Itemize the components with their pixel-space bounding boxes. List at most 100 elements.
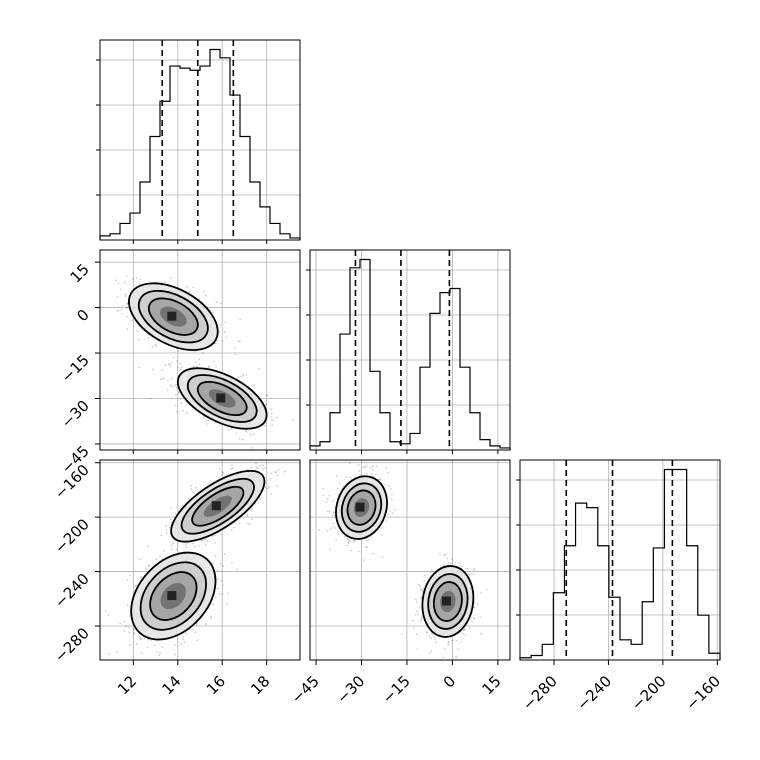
sample-point bbox=[119, 288, 122, 291]
sample-point bbox=[211, 562, 214, 565]
sample-point bbox=[219, 563, 222, 565]
sample-point bbox=[108, 653, 111, 655]
sample-point bbox=[139, 638, 142, 640]
sample-point bbox=[139, 577, 142, 579]
sample-point bbox=[123, 629, 126, 632]
sample-point bbox=[419, 587, 422, 589]
sample-point bbox=[332, 522, 335, 525]
sample-point bbox=[255, 467, 258, 469]
sample-point bbox=[174, 644, 176, 646]
sample-point bbox=[388, 485, 391, 487]
sample-point bbox=[162, 378, 165, 381]
sample-point bbox=[270, 408, 273, 410]
sample-point bbox=[417, 613, 420, 616]
sample-point bbox=[439, 553, 441, 555]
sample-point bbox=[139, 278, 141, 281]
sample-point bbox=[337, 487, 339, 490]
y-tick-label: −15 bbox=[58, 351, 93, 386]
sample-point bbox=[349, 462, 352, 465]
sample-point bbox=[232, 526, 235, 529]
panel-frame bbox=[99, 459, 301, 661]
sample-point bbox=[136, 643, 138, 646]
sample-point bbox=[220, 302, 223, 305]
sample-point bbox=[180, 366, 183, 368]
sample-point bbox=[276, 485, 278, 487]
sample-point bbox=[247, 468, 249, 471]
sample-point bbox=[140, 575, 143, 578]
sample-point bbox=[210, 615, 212, 618]
sample-point bbox=[419, 584, 421, 587]
sample-point bbox=[190, 488, 192, 490]
sample-point bbox=[292, 418, 295, 421]
sample-point bbox=[194, 350, 196, 353]
sample-point bbox=[216, 569, 219, 571]
sample-point bbox=[174, 512, 177, 515]
sample-point bbox=[332, 511, 335, 514]
sample-point bbox=[222, 472, 225, 474]
sample-point bbox=[411, 619, 414, 622]
sample-point bbox=[418, 606, 421, 608]
sample-point bbox=[389, 488, 392, 490]
sample-point bbox=[420, 616, 423, 619]
sample-point bbox=[277, 468, 280, 471]
sample-point bbox=[433, 636, 436, 638]
sample-point bbox=[210, 617, 213, 620]
sample-point bbox=[371, 469, 374, 472]
sample-point bbox=[343, 479, 346, 481]
sample-point bbox=[173, 385, 176, 387]
sample-point bbox=[468, 573, 471, 576]
sample-point bbox=[208, 365, 211, 368]
sample-point bbox=[326, 498, 329, 501]
sample-point bbox=[447, 562, 450, 564]
sample-point bbox=[190, 484, 193, 487]
sample-point bbox=[132, 277, 134, 280]
sample-point bbox=[186, 285, 188, 288]
sample-point bbox=[161, 369, 164, 372]
sample-point bbox=[122, 304, 124, 307]
sample-point bbox=[460, 640, 462, 643]
sample-point bbox=[126, 604, 129, 607]
sample-point bbox=[223, 330, 226, 333]
sample-point bbox=[179, 507, 181, 510]
sample-point bbox=[237, 340, 240, 343]
sample-point bbox=[393, 508, 396, 511]
sample-point bbox=[251, 518, 253, 521]
sample-point bbox=[450, 562, 452, 564]
sample-point bbox=[357, 464, 360, 466]
sample-point bbox=[214, 542, 217, 544]
frame-layer bbox=[99, 39, 721, 661]
sample-point bbox=[166, 532, 168, 534]
sample-point bbox=[447, 563, 450, 566]
sample-point bbox=[148, 564, 151, 567]
sample-point bbox=[218, 323, 221, 326]
sample-point bbox=[414, 614, 417, 616]
sample-point bbox=[416, 648, 419, 650]
sample-point bbox=[214, 596, 217, 598]
sample-point bbox=[226, 602, 228, 605]
sample-point bbox=[349, 540, 352, 542]
sample-point bbox=[169, 524, 171, 527]
sample-point bbox=[195, 624, 198, 627]
histogram-p1 bbox=[309, 258, 511, 450]
density-peak bbox=[216, 393, 226, 403]
sample-point bbox=[366, 539, 368, 542]
sample-point bbox=[137, 338, 140, 341]
sample-point bbox=[265, 403, 267, 406]
sample-point bbox=[140, 638, 143, 640]
sample-point bbox=[207, 366, 210, 369]
sample-point bbox=[175, 548, 178, 551]
sample-point bbox=[380, 477, 382, 480]
sample-point bbox=[180, 643, 183, 645]
sample-point bbox=[446, 558, 449, 560]
sample-point bbox=[205, 538, 207, 541]
sample-point bbox=[154, 344, 157, 347]
sample-point bbox=[126, 303, 129, 306]
sample-point bbox=[120, 308, 123, 311]
sample-point bbox=[342, 485, 345, 488]
sample-point bbox=[126, 579, 129, 581]
sample-point bbox=[168, 363, 170, 366]
sample-point bbox=[117, 309, 120, 312]
sample-point bbox=[158, 654, 161, 656]
sample-point bbox=[430, 637, 433, 640]
sample-point bbox=[188, 290, 191, 293]
